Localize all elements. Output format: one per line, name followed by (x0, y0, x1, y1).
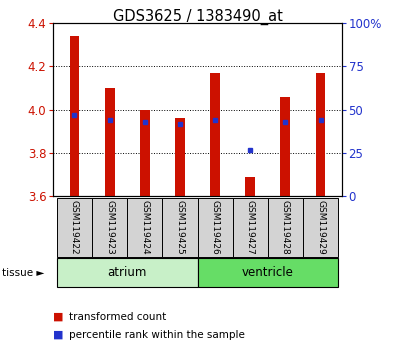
Text: ■: ■ (53, 330, 64, 339)
Bar (198, 198, 233, 257)
Bar (57, 198, 92, 257)
Text: GSM119427: GSM119427 (246, 200, 255, 255)
Text: GSM119428: GSM119428 (281, 200, 290, 255)
Text: GDS3625 / 1383490_at: GDS3625 / 1383490_at (113, 9, 282, 25)
Bar (233, 198, 268, 257)
Text: GSM119422: GSM119422 (70, 200, 79, 255)
Bar (316, 73, 325, 196)
Text: transformed count: transformed count (69, 312, 166, 322)
Text: ventricle: ventricle (242, 266, 294, 279)
Bar (127, 198, 162, 257)
Text: GSM119429: GSM119429 (316, 200, 325, 255)
Bar (198, 258, 338, 287)
Bar (280, 97, 290, 196)
Text: percentile rank within the sample: percentile rank within the sample (69, 330, 245, 339)
Bar (268, 198, 303, 257)
Text: GSM119426: GSM119426 (211, 200, 220, 255)
Bar (92, 198, 127, 257)
Bar (245, 177, 255, 196)
Text: GSM119425: GSM119425 (175, 200, 184, 255)
Text: GSM119424: GSM119424 (140, 200, 149, 255)
Text: atrium: atrium (107, 266, 147, 279)
Bar (70, 36, 79, 196)
Bar (105, 88, 115, 196)
Text: GSM119423: GSM119423 (105, 200, 114, 255)
Bar (210, 73, 220, 196)
Text: tissue ►: tissue ► (2, 268, 44, 278)
Bar (303, 198, 338, 257)
Text: ■: ■ (53, 312, 64, 322)
Bar (175, 118, 185, 196)
Bar (57, 258, 198, 287)
Bar (162, 198, 198, 257)
Bar (140, 110, 150, 196)
